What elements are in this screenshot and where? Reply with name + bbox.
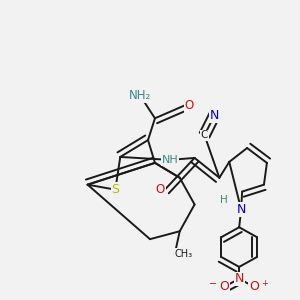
- Text: O: O: [156, 183, 165, 196]
- Text: N: N: [236, 203, 246, 216]
- Text: O: O: [249, 280, 259, 293]
- Text: S: S: [111, 183, 119, 196]
- Text: N: N: [210, 109, 219, 122]
- Text: C: C: [201, 130, 208, 140]
- Text: N: N: [235, 272, 244, 285]
- Text: +: +: [262, 279, 268, 288]
- Text: −: −: [209, 279, 217, 289]
- Text: NH₂: NH₂: [129, 89, 151, 102]
- Text: O: O: [185, 99, 194, 112]
- Text: CH₃: CH₃: [175, 249, 193, 259]
- Text: NH: NH: [161, 155, 178, 165]
- Text: O: O: [219, 280, 229, 293]
- Text: H: H: [220, 194, 228, 205]
